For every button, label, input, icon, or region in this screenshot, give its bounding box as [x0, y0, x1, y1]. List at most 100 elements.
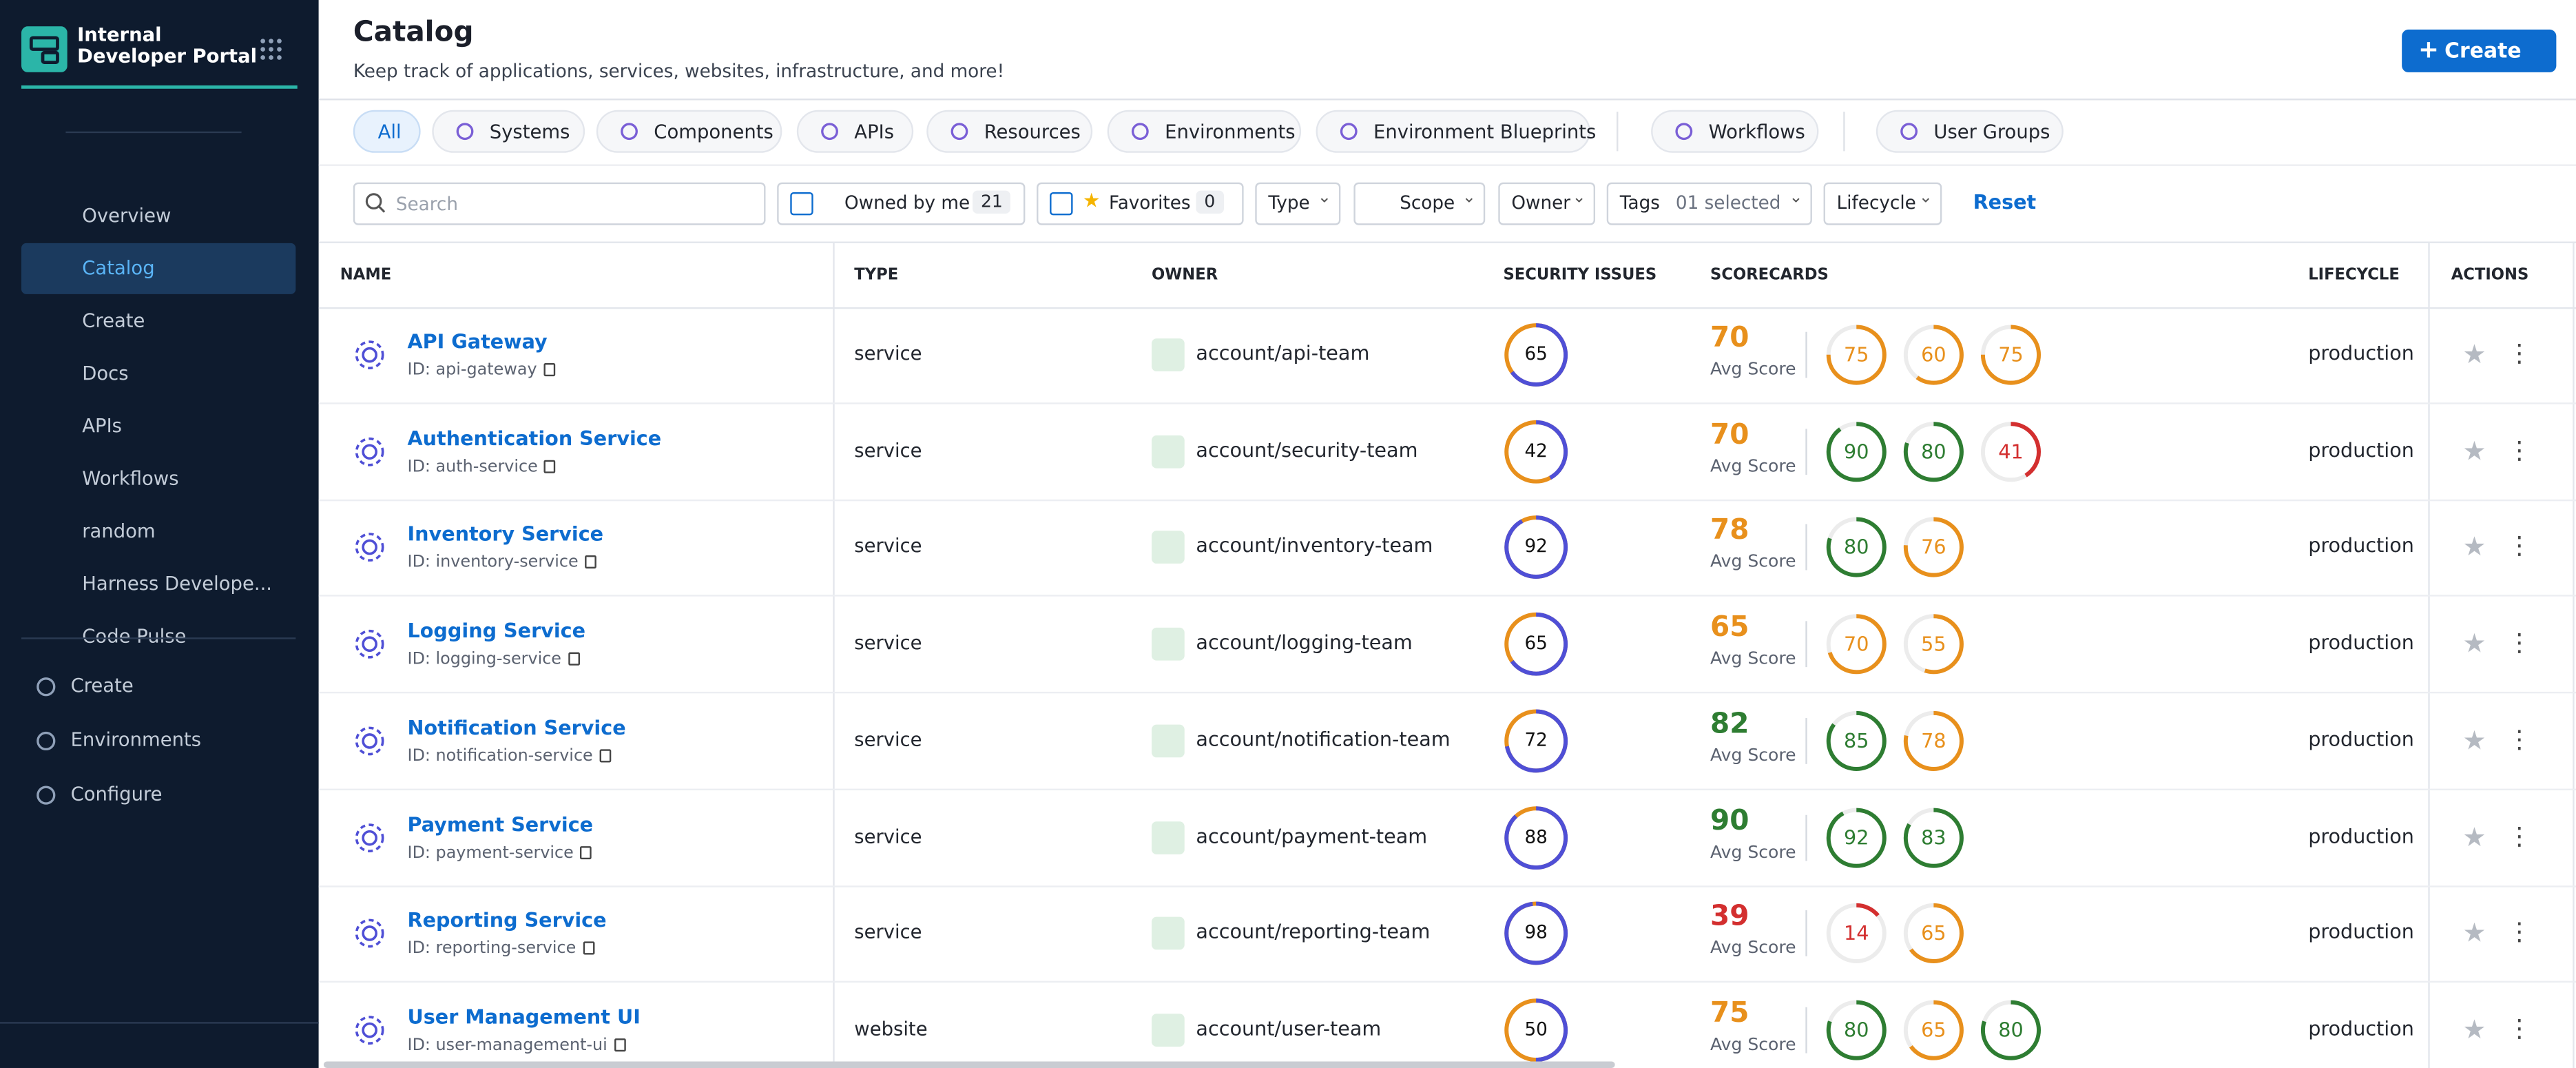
avg-score: 39 [1710, 901, 1749, 934]
nav-item[interactable]: APIs [82, 413, 122, 438]
tab[interactable]: Components [596, 110, 782, 153]
more-menu[interactable]: ⋮ [2506, 628, 2532, 658]
tab-label: Environment Blueprints [1373, 120, 1597, 143]
copy-icon[interactable] [543, 362, 556, 377]
more-menu[interactable]: ⋮ [2506, 338, 2532, 369]
sidebar-action[interactable]: Create [70, 673, 134, 697]
entity-name[interactable]: Logging Service [407, 619, 586, 643]
score-divider [1805, 814, 1807, 861]
nav-item[interactable]: Catalog [82, 256, 155, 280]
type-filter[interactable]: Type ⌄ [1255, 182, 1341, 225]
tab[interactable]: Environment Blueprints [1316, 110, 1596, 153]
nav-item[interactable]: Docs [82, 361, 129, 384]
entity-icon [355, 919, 384, 948]
favorite-star[interactable]: ★ [2462, 338, 2486, 370]
entity-name[interactable]: Inventory Service [407, 523, 604, 546]
security-ring [1504, 420, 1568, 483]
scorecard-ring [1903, 517, 1964, 578]
entity-type: service [854, 920, 922, 944]
entity-owner: account/reporting-team [1196, 920, 1431, 944]
copy-icon[interactable] [579, 845, 592, 859]
tags-filter[interactable]: Tags 01 selected ⌄ [1606, 182, 1812, 225]
favorite-star[interactable]: ★ [2462, 628, 2486, 659]
scope-filter[interactable]: Scope ⌄ [1353, 182, 1486, 225]
score-divider [1805, 717, 1807, 764]
nav-item[interactable]: Create [82, 309, 145, 332]
copy-icon[interactable] [614, 1038, 626, 1051]
sidebar-action[interactable]: Environments [70, 728, 202, 751]
tab[interactable]: Environments [1107, 110, 1302, 153]
create-button[interactable]: + Create [2402, 29, 2557, 72]
scope-label: Scope [1400, 192, 1455, 214]
reset-link[interactable]: Reset [1973, 190, 2037, 214]
scorecard-ring-value: 65 [1921, 922, 1946, 945]
avg-label: Avg Score [1710, 553, 1796, 573]
scorecard-ring-value: 85 [1844, 729, 1869, 752]
favorite-star[interactable]: ★ [2462, 1014, 2486, 1045]
security-ring-value: 65 [1524, 343, 1548, 365]
entity-name[interactable]: API Gateway [407, 330, 548, 353]
more-menu[interactable]: ⋮ [2506, 1014, 2532, 1043]
copy-icon[interactable] [583, 941, 595, 955]
favorite-star[interactable]: ★ [2462, 724, 2486, 756]
tab[interactable]: Resources [926, 110, 1093, 153]
tab[interactable]: All [353, 110, 421, 153]
checkbox[interactable] [790, 192, 813, 216]
entity-type: website [854, 1016, 928, 1040]
security-ring [1504, 709, 1568, 772]
favorite-star[interactable]: ★ [2462, 821, 2486, 852]
tab-icon [951, 123, 968, 141]
nav-item[interactable]: Code Pulse [82, 624, 187, 648]
tab[interactable]: APIs [796, 110, 914, 153]
nav-item[interactable]: Workflows [82, 466, 179, 490]
table-top [318, 241, 2576, 243]
favorite-star[interactable]: ★ [2462, 917, 2486, 949]
more-menu[interactable]: ⋮ [2506, 435, 2532, 465]
tab-label: Resources [984, 120, 1081, 143]
more-menu[interactable]: ⋮ [2506, 531, 2532, 562]
owner-icon [1152, 821, 1185, 854]
more-menu[interactable]: ⋮ [2506, 821, 2532, 851]
tab[interactable]: Workflows [1651, 110, 1819, 153]
more-menu[interactable]: ⋮ [2506, 724, 2532, 754]
create-label: Create [2444, 37, 2522, 63]
copy-icon[interactable] [543, 459, 556, 473]
lifecycle: production [2308, 920, 2414, 944]
favorites-filter[interactable]: ★ Favorites 0 [1037, 182, 1244, 225]
more-menu[interactable]: ⋮ [2506, 917, 2532, 947]
entity-name[interactable]: Payment Service [407, 812, 594, 836]
nav-item[interactable]: Overview [82, 203, 172, 227]
search-box[interactable]: Search [353, 182, 766, 225]
scorecard-ring [1826, 903, 1887, 964]
favorite-star[interactable]: ★ [2462, 531, 2486, 563]
owner-filter[interactable]: Owner ⌄ [1498, 182, 1596, 225]
action-icon [37, 677, 56, 697]
nav-item[interactable]: Harness Develope... [82, 571, 273, 595]
tags-value: 01 selected [1675, 192, 1781, 214]
lifecycle-filter[interactable]: Lifecycle ⌄ [1823, 182, 1942, 225]
lifecycle: production [2308, 823, 2414, 848]
copy-icon[interactable] [568, 652, 580, 666]
column-header: TYPE [854, 266, 899, 285]
nav-item[interactable]: random [82, 519, 156, 542]
tab[interactable]: Systems [432, 110, 585, 153]
owned-filter[interactable]: Owned by me 21 [777, 182, 1026, 225]
ring-arc [1980, 421, 2042, 482]
entity-name[interactable]: Authentication Service [407, 427, 662, 450]
checkbox[interactable] [1050, 192, 1073, 216]
entity-type: service [854, 630, 922, 655]
copy-icon[interactable] [599, 748, 612, 762]
security-ring-value: 65 [1524, 633, 1548, 655]
sidebar-action[interactable]: Configure [70, 782, 163, 805]
favorite-star[interactable]: ★ [2462, 435, 2486, 466]
entity-name[interactable]: User Management UI [407, 1005, 641, 1029]
copy-icon[interactable] [585, 555, 596, 570]
entity-name[interactable]: Reporting Service [407, 909, 607, 932]
entity-name[interactable]: Notification Service [407, 716, 626, 739]
scorecard-ring [1826, 325, 1887, 385]
avg-score: 90 [1710, 804, 1749, 837]
owner-icon [1152, 724, 1185, 757]
tab[interactable]: User Groups [1876, 110, 2064, 153]
